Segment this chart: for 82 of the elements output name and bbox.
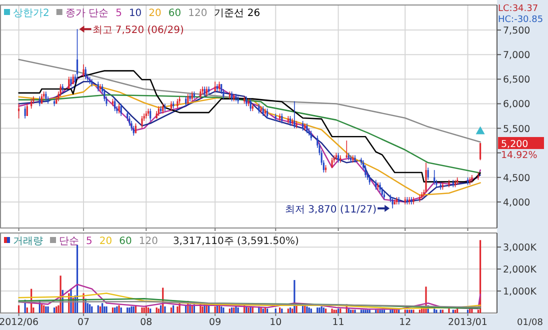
text: 01/08	[517, 318, 544, 328]
line-series	[18, 284, 481, 310]
candlestick	[158, 106, 160, 116]
text: 5,200	[501, 139, 528, 150]
candlestick	[214, 81, 216, 92]
candlestick	[346, 140, 348, 158]
line-series	[18, 58, 481, 143]
candlestick	[76, 28, 78, 80]
text: 14.92%	[501, 150, 538, 162]
x-tick-label: 07	[77, 317, 90, 328]
annotation: 최고 7,520 (06/29)	[92, 25, 184, 36]
y-tick-label: 7,000	[503, 50, 530, 62]
candlestick	[289, 116, 292, 126]
x-tick-label: 2012/06	[0, 317, 39, 328]
candlestick	[479, 142, 482, 161]
candlestick	[258, 103, 260, 114]
candlestick	[141, 116, 143, 129]
line-series	[18, 70, 481, 182]
candlestick	[392, 196, 394, 209]
x-tick-label: 10	[270, 317, 282, 328]
candlestick	[150, 108, 152, 122]
y-tick-label: 7,500	[503, 26, 530, 37]
candlestick	[425, 162, 427, 193]
candlestick	[70, 76, 72, 87]
candlestick	[26, 103, 28, 116]
y-tick-label: 2,000K	[503, 264, 538, 276]
x-tick-label: 12	[399, 317, 412, 328]
candlestick	[176, 98, 178, 110]
candlestick	[368, 174, 370, 186]
candlestick	[302, 120, 304, 132]
candlestick	[218, 81, 220, 92]
text: LC:34.37	[498, 4, 538, 14]
annotation: 3,317,110주 (3,591.50%)	[172, 236, 299, 247]
candlestick	[266, 108, 268, 119]
candlestick	[434, 170, 436, 186]
y-tick-label: 5,500	[503, 124, 530, 135]
legend-label: 거래량	[13, 236, 43, 247]
candlestick	[97, 81, 99, 92]
y-tick-label: 4,000	[503, 197, 530, 208]
candlestick	[45, 91, 47, 102]
candlestick	[206, 86, 208, 97]
y-tick-label: 6,000	[503, 99, 530, 110]
text: 20	[148, 8, 162, 19]
y-tick-label: 4,500	[503, 172, 530, 184]
text: 기준선 26	[214, 8, 260, 19]
candlestick	[118, 103, 120, 114]
legend-label: 상한가2	[13, 8, 50, 19]
candlestick	[281, 113, 283, 124]
candlestick	[204, 86, 206, 97]
x-tick-label: 09	[209, 317, 222, 328]
candlestick	[310, 130, 312, 141]
candlestick	[162, 103, 164, 114]
legend-title: 종가 단순	[65, 8, 109, 19]
candlestick	[120, 103, 122, 116]
text: 120	[188, 8, 208, 19]
candlestick	[18, 103, 20, 119]
candlestick	[191, 91, 193, 102]
candlestick	[200, 88, 202, 100]
candlestick	[82, 64, 84, 78]
candlestick	[427, 167, 429, 180]
candlestick	[262, 106, 264, 116]
y-tick-label: 1,000K	[503, 286, 538, 298]
legend-title: 단순	[59, 236, 79, 247]
candlestick	[381, 186, 383, 198]
x-tick-label: 11	[332, 317, 344, 328]
y-tick-label: 6,500	[503, 74, 530, 86]
legend: 거래량 단순 5 20 60 120	[4, 236, 158, 247]
x-tick-label: 2013/01	[448, 317, 488, 328]
text: HC:-30.85	[498, 15, 544, 25]
candlestick	[68, 76, 70, 90]
candlestick	[170, 100, 172, 112]
candlestick	[294, 100, 296, 129]
line-series	[18, 292, 481, 310]
candlestick	[306, 122, 308, 134]
y-tick-label: 3,000K	[503, 242, 538, 254]
x-tick-label: 08	[140, 317, 152, 328]
candlestick	[230, 91, 233, 102]
text: 60	[168, 8, 182, 19]
text: 5	[116, 8, 122, 19]
candlestick	[24, 106, 26, 119]
text: 10	[128, 8, 142, 19]
annotation: 최저 3,870 (11/27)	[284, 204, 377, 216]
